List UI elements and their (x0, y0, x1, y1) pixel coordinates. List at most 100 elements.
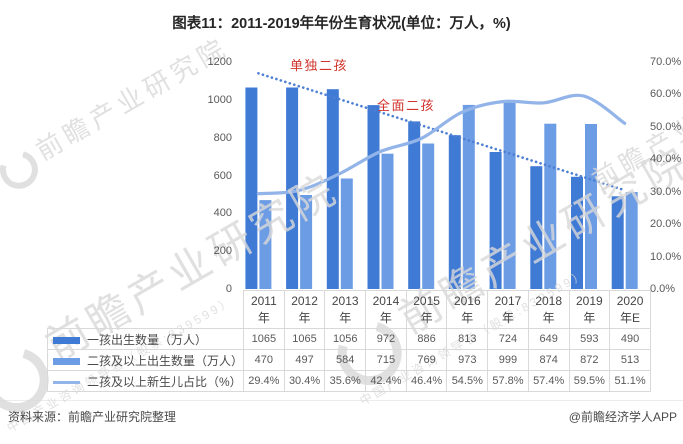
left-axis-tick: 0 (225, 283, 232, 295)
right-axis-tick: 60.0% (650, 88, 682, 101)
value-cell: 35.6% (324, 370, 367, 392)
left-axis-tick: 1000 (207, 93, 232, 106)
left-axis-tick: 1200 (207, 56, 232, 68)
watermark-logo-icon (0, 143, 45, 196)
year-number: 2018 (535, 293, 563, 308)
app-credit: @前瞻经济学人APP (568, 410, 677, 424)
right-axis-tick: 30.0% (650, 185, 682, 198)
value-cell: 872 (568, 349, 611, 371)
right-axis-tick: 20.0% (650, 218, 682, 231)
data-table: 2011 年 2012 年 2013 年 2014 年 2015 年 2016 年 2017 年 2018 年… (46, 290, 651, 392)
value-cell: 46.4% (405, 370, 448, 392)
legend-line-swatch (53, 380, 80, 384)
year-suffix: 年 (461, 310, 474, 325)
value-cell: 813 (446, 328, 489, 350)
bar-first-child-2014年 (367, 105, 380, 289)
value-cell: 30.4% (283, 370, 326, 392)
bar-first-child-2017年 (489, 152, 502, 289)
right-axis-tick: 40.0% (650, 153, 682, 166)
bar-first-child-2011年 (245, 87, 258, 289)
value-cell: 42.4% (365, 370, 407, 392)
value-cell: 649 (527, 328, 570, 350)
bar-second-plus-child-2018年 (544, 123, 557, 289)
value-cell: 470 (243, 349, 285, 371)
bar-second-plus-child-2020年E (625, 192, 638, 289)
bar-second-plus-child-2019年 (585, 124, 597, 289)
bar-second-plus-child-2011年 (259, 200, 272, 289)
bar-second-plus-child-2012年 (300, 195, 313, 289)
bar-first-child-2015年 (408, 121, 421, 290)
value-cell: 1056 (324, 328, 367, 350)
legend-label-cell: 二孩及以上出生数量（万人） (46, 349, 245, 371)
bar-second-plus-child-2013年 (340, 178, 353, 289)
year-suffix: 年 (257, 310, 270, 325)
left-axis-tick: 200 (213, 245, 232, 258)
x-axis-year-cell: 2019 年 (568, 290, 611, 329)
table-corner-spacer (48, 291, 244, 329)
value-cell: 999 (487, 349, 529, 371)
value-cell: 886 (405, 328, 448, 350)
bar-second-plus-child-2014年 (381, 153, 394, 289)
year-suffix: 年E (620, 310, 641, 325)
right-axis-tick: 70.0% (650, 56, 682, 68)
value-cell: 973 (446, 349, 489, 371)
bar-first-child-2018年 (530, 166, 543, 289)
right-axis-tick: 0.0% (650, 283, 676, 295)
bar-first-child-2013年 (326, 89, 339, 289)
legend-series-name: 二孩及以上新生儿占比（%） (87, 374, 242, 389)
year-suffix: 年 (583, 310, 596, 325)
x-axis-year-cell: 2016 年 (446, 290, 489, 329)
plot-area (245, 72, 638, 290)
legend-label-cell: 二孩及以上新生儿占比（%） (46, 370, 245, 392)
legend-series-name: 二孩及以上出生数量（万人） (87, 353, 244, 368)
source-note: 资料来源：前瞻产业研究院整理 (8, 410, 177, 424)
bar-first-child-2016年 (448, 135, 461, 289)
year-number: 2015 (413, 293, 440, 308)
legend-label-cell: 一孩出生数量（万人） (46, 328, 245, 350)
year-number: 2016 (453, 293, 481, 308)
value-cell: 769 (405, 349, 448, 371)
bar-first-child-2012年 (286, 87, 299, 289)
annotation-quanmian-erhai: 全面二孩 (377, 98, 436, 113)
value-cell: 57.8% (487, 370, 529, 392)
value-cell: 715 (365, 349, 407, 371)
value-cell: 497 (283, 349, 326, 371)
year-number: 2017 (494, 293, 522, 308)
year-suffix: 年 (501, 310, 514, 325)
value-cell: 593 (568, 328, 611, 350)
x-axis-year-cell: 2015 年 (405, 290, 448, 329)
annotation-dandu-erhai: 单独二孩 (290, 58, 349, 73)
x-axis-year-cell: 2014 年 (365, 290, 407, 329)
value-cell: 1065 (283, 328, 326, 350)
x-axis-year-cell: 2012 年 (283, 290, 326, 329)
x-axis-year-cell: 2018 年 (527, 290, 570, 329)
chart-title: 图表11：2011-2019年年份生育状况(单位：万人，%) (172, 16, 511, 32)
value-cell: 584 (324, 349, 367, 371)
value-cell: 513 (609, 349, 651, 371)
x-axis-year-cell: 2011 年 (243, 290, 285, 329)
year-number: 2014 (372, 293, 400, 308)
right-axis-tick: 10.0% (650, 250, 682, 263)
value-cell: 59.5% (568, 370, 611, 392)
value-cell: 1065 (243, 328, 285, 350)
bar-second-plus-child-2017年 (503, 100, 516, 289)
year-number: 2011 (250, 293, 277, 308)
x-axis-year-cell: 2013 年 (324, 290, 367, 329)
left-axis-tick: 800 (213, 131, 232, 144)
trendline-dotted (257, 72, 627, 192)
year-number: 2020 (616, 293, 644, 308)
year-number: 2012 (291, 293, 318, 308)
bar-second-plus-child-2015年 (422, 143, 435, 289)
value-cell: 29.4% (243, 370, 285, 392)
value-cell: 874 (527, 349, 570, 371)
value-cell: 57.4% (527, 370, 570, 392)
year-number: 2019 (576, 293, 603, 308)
left-axis-tick: 600 (213, 169, 232, 182)
value-cell: 490 (609, 328, 651, 350)
year-suffix: 年 (542, 310, 555, 325)
x-axis-year-cell: 2017 年 (487, 290, 529, 329)
value-cell: 972 (365, 328, 407, 350)
bar-first-child-2019年 (571, 176, 583, 289)
year-suffix: 年 (339, 310, 352, 325)
